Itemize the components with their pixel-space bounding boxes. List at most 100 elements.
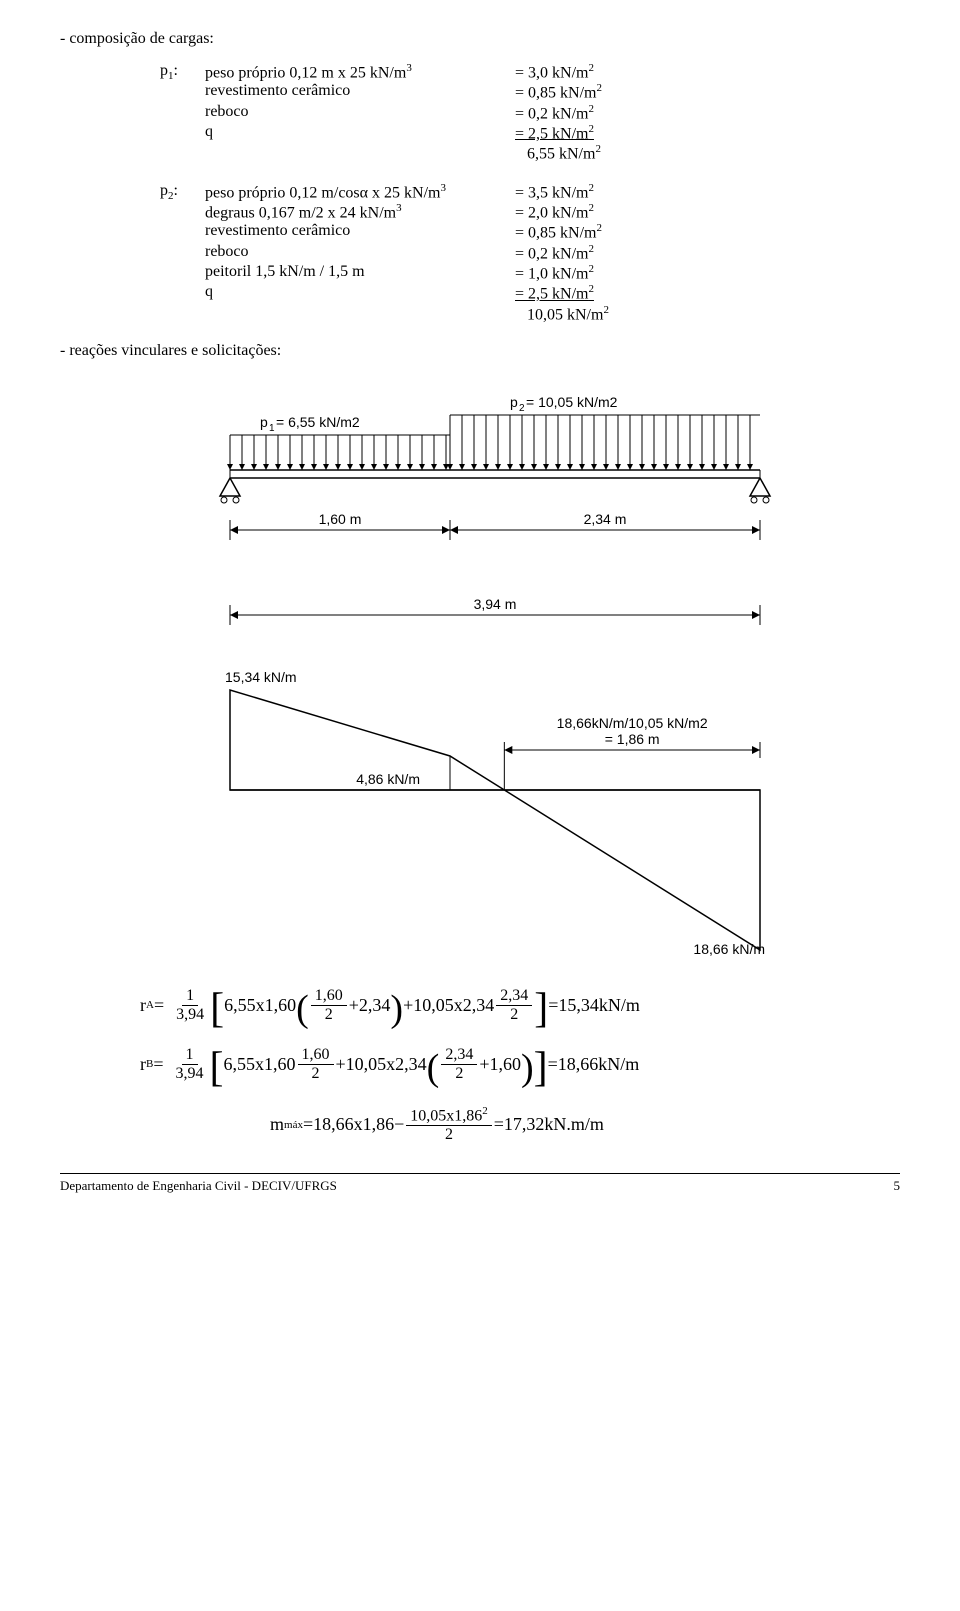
t1: 6,55x1,60 [224, 995, 296, 1016]
rB-frac1: 13,94 [172, 1047, 208, 1082]
mmax-frac: 10,05x1,8622 [406, 1106, 492, 1143]
svg-text:2,34 m: 2,34 m [584, 511, 627, 527]
svg-text:= 10,05 kN/m2: = 10,05 kN/m2 [526, 394, 618, 410]
svg-text:= 1,86 m: = 1,86 m [605, 731, 660, 747]
d: peso próprio 0,12 m/cosα x 25 kN/m [205, 184, 440, 201]
d: 2 [308, 1065, 324, 1082]
s: 3 [396, 202, 402, 214]
s2: 2 [596, 82, 602, 94]
eq-rB: rB = 13,94 [ 6,55x1,60 1,602 +10,05x2,34… [140, 1047, 900, 1082]
p1-item-2: reboco = 0,2 kN/m2 [205, 103, 635, 123]
s2: 2 [588, 263, 594, 275]
rB-eq: = [153, 1054, 163, 1075]
p2-item-4: peitoril 1,5 kN/m / 1,5 m= 1,0 kN/m2 [205, 263, 635, 283]
s2: 2 [595, 143, 601, 155]
s2: 2 [588, 283, 594, 295]
total-svg: 3,94 m [160, 590, 800, 640]
footer-left: Departamento de Engenharia Civil - DECIV… [60, 1178, 337, 1194]
t1: =18,66x1,86− [303, 1114, 404, 1135]
svg-text:18,66 kN/m: 18,66 kN/m [693, 941, 765, 957]
svg-text:3,94 m: 3,94 m [474, 596, 517, 612]
d: 2 [506, 1006, 522, 1023]
v: = 3,0 kN/m [515, 64, 588, 81]
d: 3,94 [172, 1065, 208, 1082]
svg-text:p: p [510, 394, 518, 410]
v: = 0,2 kN/m [515, 105, 588, 122]
p1: +1,60 [479, 1054, 521, 1075]
s2: 2 [588, 123, 594, 135]
rB-frac3: 2,342 [441, 1047, 477, 1082]
s2: 2 [588, 62, 594, 74]
d: peitoril 1,5 kN/m / 1,5 m [205, 263, 365, 280]
d: reboco [205, 103, 249, 120]
s2: 2 [588, 182, 594, 194]
v: = 0,85 kN/m [515, 225, 596, 242]
s2: 2 [588, 243, 594, 255]
p1-item-0: peso próprio 0,12 m x 25 kN/m3 = 3,0 kN/m… [205, 62, 635, 82]
beam-svg: p1 = 6,55 kN/m2p2 = 10,05 kN/m21,60 m2,3… [160, 380, 800, 570]
d: revestimento cerâmico [205, 82, 350, 99]
p1-item-4: 6,55 kN/m2 [205, 143, 635, 163]
d: 2 [441, 1126, 457, 1143]
rA-eq: = [154, 995, 164, 1016]
n: 1,60 [311, 988, 347, 1006]
v: = 0,85 kN/m [515, 85, 596, 102]
s2: 2 [588, 202, 594, 214]
svg-text:4,86 kN/m: 4,86 kN/m [356, 771, 420, 787]
v: = 3,5 kN/m [515, 184, 588, 201]
p1-label: p1: [160, 62, 205, 164]
eq-rA: rA = 13,94 [ 6,55x1,60 ( 1,602 +2,34 ) +… [140, 988, 900, 1023]
d: 3,94 [172, 1006, 208, 1023]
page-footer: Departamento de Engenharia Civil - DECIV… [60, 1173, 900, 1194]
p2: +10,05x2,34 [336, 1054, 427, 1075]
svg-text:= 6,55 kN/m2: = 6,55 kN/m2 [276, 414, 360, 430]
s2: 2 [596, 222, 602, 234]
m: m [270, 1114, 284, 1135]
t1: 6,55x1,60 [224, 1054, 296, 1075]
p2-item-6: 10,05 kN/m2 [205, 304, 635, 324]
d: 2 [321, 1006, 337, 1023]
p1-colon: : [174, 62, 178, 79]
n: 1 [182, 1047, 198, 1065]
s2: 2 [603, 304, 609, 316]
p2-item-1: degraus 0,167 m/2 x 24 kN/m3 = 2,0 kN/m2 [205, 202, 635, 222]
svg-text:18,66kN/m/10,05 kN/m2: 18,66kN/m/10,05 kN/m2 [557, 715, 708, 731]
n: 2,34 [496, 988, 532, 1006]
equations-block: rA = 13,94 [ 6,55x1,60 ( 1,602 +2,34 ) +… [140, 988, 900, 1143]
shear-svg: 15,34 kN/m4,86 kN/m18,66 kN/m18,66kN/m/1… [160, 660, 800, 970]
d: 2 [451, 1065, 467, 1082]
load-block-p2: p2: peso próprio 0,12 m/cosα x 25 kN/m3=… [160, 182, 900, 324]
n: 2,34 [441, 1047, 477, 1065]
rB-frac2: 1,602 [298, 1047, 334, 1082]
sub: máx [284, 1119, 303, 1131]
v: 10,05 kN/m [515, 306, 603, 323]
p2-item-0: peso próprio 0,12 m/cosα x 25 kN/m3= 3,5… [205, 182, 635, 202]
rhs: =18,66kN/m [548, 1054, 640, 1075]
v: = 2,5 kN/m [515, 125, 588, 142]
d: revestimento cerâmico [205, 222, 350, 239]
n: 1,60 [298, 1047, 334, 1065]
section-title-reacoes: - reações vinculares e solicitações: [60, 342, 900, 360]
p1-item-1: revestimento cerâmico = 0,85 kN/m2 [205, 82, 635, 102]
page-number: 5 [894, 1178, 901, 1194]
v: = 2,0 kN/m [515, 204, 588, 221]
rA-frac1: 13,94 [172, 988, 208, 1023]
d: peso próprio 0,12 m x 25 kN/m [205, 64, 406, 81]
rA-frac2: 1,602 [311, 988, 347, 1023]
rA-sub: A [146, 999, 154, 1011]
d: reboco [205, 243, 249, 260]
v: = 2,5 kN/m [515, 286, 588, 303]
p2-item-2: revestimento cerâmico = 0,85 kN/m2 [205, 222, 635, 242]
s: 3 [406, 62, 412, 74]
rA-frac3: 2,342 [496, 988, 532, 1023]
shear-diagram: 15,34 kN/m4,86 kN/m18,66 kN/m18,66kN/m/1… [60, 660, 900, 970]
d: degraus 0,167 m/2 x 24 kN/m [205, 204, 396, 221]
s2: 2 [588, 103, 594, 115]
p2-label: p2: [160, 182, 205, 324]
p1-item-3: q= 2,5 kN/m2 [205, 123, 635, 143]
n: 1 [182, 988, 198, 1006]
eq-mmax: mmáx =18,66x1,86− 10,05x1,8622 =17,32kN.… [270, 1106, 900, 1143]
sup: 2 [482, 1105, 488, 1117]
p2-item-3: reboco= 0,2 kN/m2 [205, 243, 635, 263]
svg-text:1: 1 [269, 423, 275, 434]
